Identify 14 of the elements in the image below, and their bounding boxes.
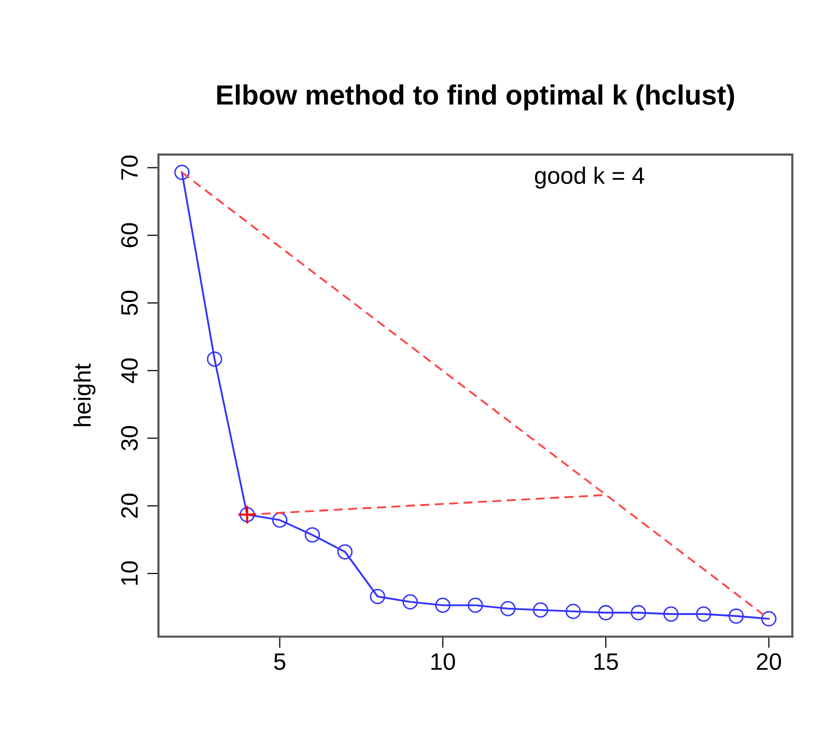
y-tick-label: 60 — [121, 223, 138, 248]
y-tick-label: 10 — [121, 561, 138, 585]
y-tick-label: 40 — [121, 358, 138, 384]
annotation: good k = 4 — [535, 166, 644, 189]
y-tick-label: 20 — [121, 494, 138, 518]
y-tick-label: 30 — [121, 426, 138, 450]
y-axis-title: height — [73, 364, 96, 426]
x-tick-label: 20 — [756, 653, 782, 670]
x-tick-label: 10 — [431, 653, 455, 670]
x-tick-label: 15 — [594, 653, 618, 670]
y-tick-label: 70 — [121, 155, 138, 180]
y-tick-label: 50 — [121, 290, 138, 316]
x-tick-label: 5 — [274, 653, 286, 670]
chart-title: Elbow method to find optimal k (hclust) — [217, 84, 734, 110]
